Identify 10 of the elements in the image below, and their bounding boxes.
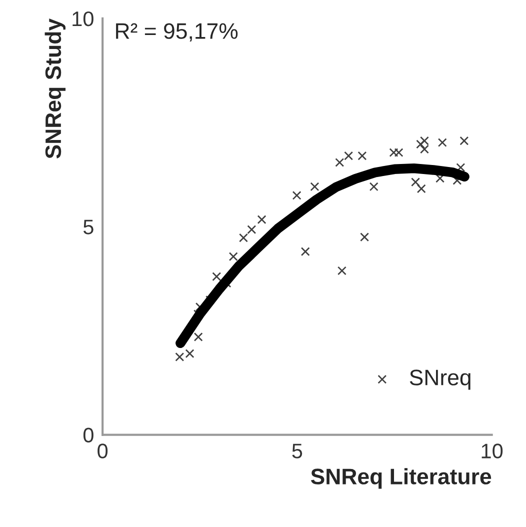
x-tick-label: 5	[292, 444, 302, 458]
y-axis-title: SNReq Study	[44, 18, 66, 159]
annotation: R² = 95,17%	[116, 23, 238, 42]
y-tick-label: 5	[83, 220, 94, 234]
y-tick-label: 10	[72, 11, 94, 26]
x-tick-label: 10	[482, 444, 503, 458]
y-tick-label: 0	[83, 428, 94, 443]
x-axis-title: SNReq Literature	[310, 468, 492, 489]
legend-label: SNreq	[410, 370, 470, 390]
x-tick-label: 0	[98, 444, 108, 458]
